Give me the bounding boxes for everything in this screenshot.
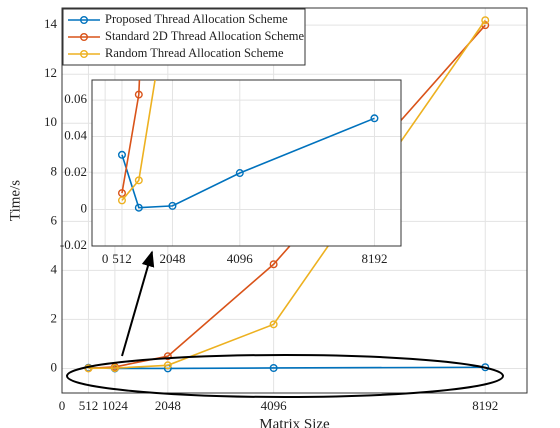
y-tick-label: 0 <box>81 201 88 216</box>
data-point <box>235 169 244 178</box>
x-tick-label: 0 <box>102 251 109 266</box>
x-tick-label: 4096 <box>261 398 288 413</box>
legend-label: Standard 2D Thread Allocation Scheme <box>105 29 304 43</box>
data-point <box>163 361 172 370</box>
y-tick-label: 10 <box>44 114 57 129</box>
y-tick-label: -0.02 <box>60 237 87 252</box>
series-group <box>117 80 379 212</box>
y-tick-label: 0.02 <box>64 164 87 179</box>
y-tick-label: 0.04 <box>64 128 87 143</box>
y-tick-label: 2 <box>51 310 58 325</box>
data-point <box>110 364 119 373</box>
x-axis-label: Matrix Size <box>259 416 330 428</box>
y-tick-label: 6 <box>51 212 58 227</box>
highlight-ellipse <box>66 354 504 398</box>
y-tick-label: 0 <box>51 359 58 374</box>
data-point <box>134 90 143 99</box>
y-tick-label: 0.06 <box>64 91 87 106</box>
y-tick-label: 8 <box>51 163 58 178</box>
axes-frame <box>61 7 528 394</box>
x-tick-label: 1024 <box>102 398 129 413</box>
legend-marker <box>79 16 88 25</box>
data-point <box>269 363 278 372</box>
data-point <box>269 260 278 269</box>
legend-box <box>62 8 306 66</box>
x-tick-label: 0 <box>59 398 66 413</box>
x-tick-label: 512 <box>79 398 99 413</box>
series-line <box>121 80 156 201</box>
x-tick-label: 4096 <box>227 251 254 266</box>
data-point <box>481 16 490 25</box>
x-tick-label: 8192 <box>472 398 498 413</box>
data-point <box>370 114 379 123</box>
data-point <box>134 176 143 185</box>
y-axis-label: Time/s <box>7 180 23 221</box>
data-point <box>269 320 278 329</box>
x-tick-label: 8192 <box>361 251 387 266</box>
y-tick-label: 14 <box>44 16 58 31</box>
y-tick-label: 12 <box>44 65 57 80</box>
data-point <box>168 201 177 210</box>
data-point <box>117 150 126 159</box>
y-tick-label: 4 <box>51 261 58 276</box>
legend-label: Proposed Thread Allocation Scheme <box>105 12 288 26</box>
x-tick-label: 2048 <box>159 251 185 266</box>
x-tick-label: 512 <box>112 251 132 266</box>
axes-frame <box>91 79 402 247</box>
legend-label: Random Thread Allocation Scheme <box>105 46 284 60</box>
data-point <box>117 196 126 205</box>
legend-marker <box>79 33 88 42</box>
data-point <box>134 203 143 212</box>
plot-area <box>92 80 401 246</box>
series-line <box>121 80 141 194</box>
x-tick-label: 2048 <box>155 398 181 413</box>
series-line <box>121 117 375 209</box>
zoom-arrow <box>121 250 155 357</box>
data-point <box>163 352 172 361</box>
legend-marker <box>79 50 88 59</box>
